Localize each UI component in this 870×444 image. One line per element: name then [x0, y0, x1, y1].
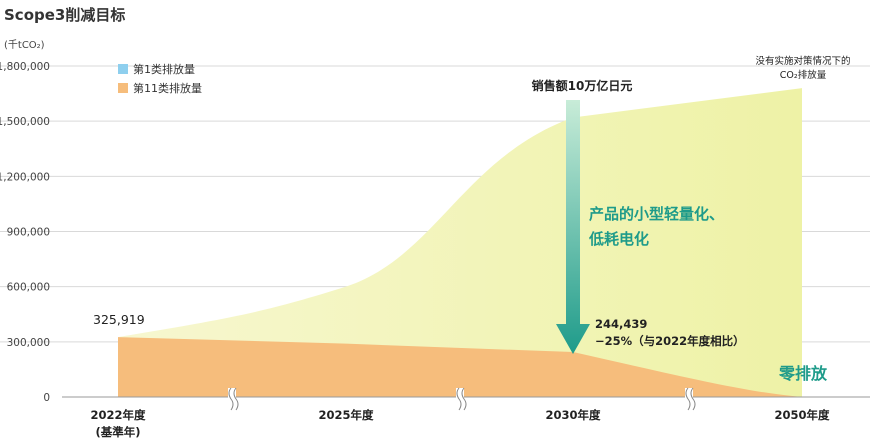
measure-label-line1: 产品的小型轻量化、 [589, 205, 724, 223]
target-value-label: 244,439 [595, 317, 647, 331]
axis-break-mark [690, 387, 696, 411]
reduction-arrow [556, 100, 590, 355]
chart-title: Scope3削减目标 [4, 6, 125, 24]
y-tick-label: 1,800,000 [0, 61, 50, 73]
axis-break-mark [228, 387, 234, 411]
bau-label-line2: CO₂排放量 [780, 69, 827, 81]
legend-swatch-category1 [118, 64, 128, 74]
axis-break-mark [456, 387, 462, 411]
target-note-label: −25%（与2022年度相比） [595, 334, 745, 348]
sales-label: 销售额10万亿日元 [532, 78, 633, 93]
legend-swatch-category11 [118, 83, 128, 93]
y-tick-label: 1,200,000 [0, 171, 50, 183]
axis-break-mark [685, 387, 691, 411]
y-unit-label: (千tCO₂) [4, 39, 45, 51]
y-tick-label: 1,500,000 [0, 116, 50, 128]
y-axis: 1,800,000 1,500,000 1,200,000 900,000 600,00… [0, 61, 50, 404]
bau-label-line1: 没有实施对策情况下的 [755, 55, 850, 67]
x-tick-sublabel: (基準年) [95, 425, 140, 439]
legend-label-category11: 第11类排放量 [133, 81, 202, 95]
legend-label-category1: 第1类排放量 [133, 62, 195, 76]
y-tick-label: 900,000 [7, 227, 50, 239]
axis-break-mask [456, 388, 464, 410]
x-tick-label: 2022年度 [90, 408, 146, 422]
x-tick-label: 2050年度 [774, 408, 830, 422]
x-tick-label: 2030年度 [545, 408, 601, 422]
category11-area [118, 337, 802, 397]
axis-break-mark [461, 387, 467, 411]
axis-breaks [228, 387, 696, 411]
axis-break-mask [228, 388, 236, 410]
x-tick-label: 2025年度 [318, 408, 374, 422]
y-tick-label: 0 [43, 392, 50, 404]
zero-emission-label: 零排放 [778, 364, 828, 383]
bau-area [118, 88, 802, 398]
legend: 第1类排放量 第11类排放量 [118, 62, 202, 95]
axis-break-mark [233, 387, 239, 411]
start-value-label: 325,919 [93, 312, 145, 327]
axis-break-mask [685, 388, 693, 410]
x-axis: 2022年度 (基準年) 2025年度 2030年度 2050年度 [90, 408, 830, 439]
y-tick-label: 300,000 [7, 337, 50, 349]
measure-label-line2: 低耗电化 [588, 230, 649, 248]
y-tick-label: 600,000 [7, 282, 50, 294]
